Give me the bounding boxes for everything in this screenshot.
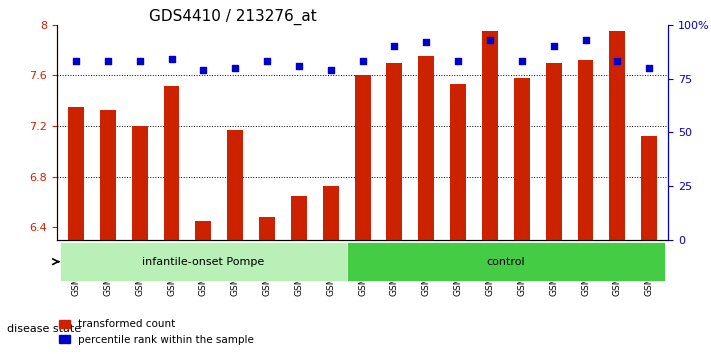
Point: [134, 58, 145, 64]
Point: [484, 37, 496, 43]
Point: [548, 44, 560, 49]
Bar: [259, 217, 275, 240]
Bar: [100, 110, 116, 240]
Point: [452, 58, 464, 64]
Bar: [418, 56, 434, 240]
Point: [643, 65, 655, 71]
Point: [325, 67, 336, 73]
Point: [230, 65, 241, 71]
Bar: [132, 126, 148, 240]
Point: [70, 58, 82, 64]
Text: control: control: [486, 257, 525, 267]
Bar: [450, 84, 466, 240]
Bar: [355, 75, 370, 240]
Point: [262, 58, 273, 64]
Bar: [482, 31, 498, 240]
Bar: [196, 221, 211, 240]
Point: [516, 58, 528, 64]
Point: [611, 58, 623, 64]
Bar: [228, 130, 243, 240]
Text: infantile-onset Pompe: infantile-onset Pompe: [142, 257, 264, 267]
Bar: [164, 86, 179, 240]
Bar: [387, 63, 402, 240]
Point: [102, 58, 114, 64]
Bar: [641, 136, 657, 240]
Bar: [514, 78, 530, 240]
Point: [293, 63, 304, 69]
Point: [580, 37, 592, 43]
Point: [166, 56, 177, 62]
Point: [389, 44, 400, 49]
Bar: [68, 107, 84, 240]
Bar: [546, 63, 562, 240]
Bar: [577, 60, 594, 240]
FancyBboxPatch shape: [60, 242, 347, 281]
Legend: transformed count, percentile rank within the sample: transformed count, percentile rank withi…: [55, 315, 258, 349]
Point: [198, 67, 209, 73]
Bar: [609, 31, 626, 240]
Text: disease state: disease state: [7, 324, 81, 334]
Point: [421, 39, 432, 45]
Text: GDS4410 / 213276_at: GDS4410 / 213276_at: [149, 8, 316, 25]
FancyBboxPatch shape: [347, 242, 665, 281]
Point: [357, 58, 368, 64]
Bar: [291, 196, 307, 240]
Bar: [323, 185, 338, 240]
